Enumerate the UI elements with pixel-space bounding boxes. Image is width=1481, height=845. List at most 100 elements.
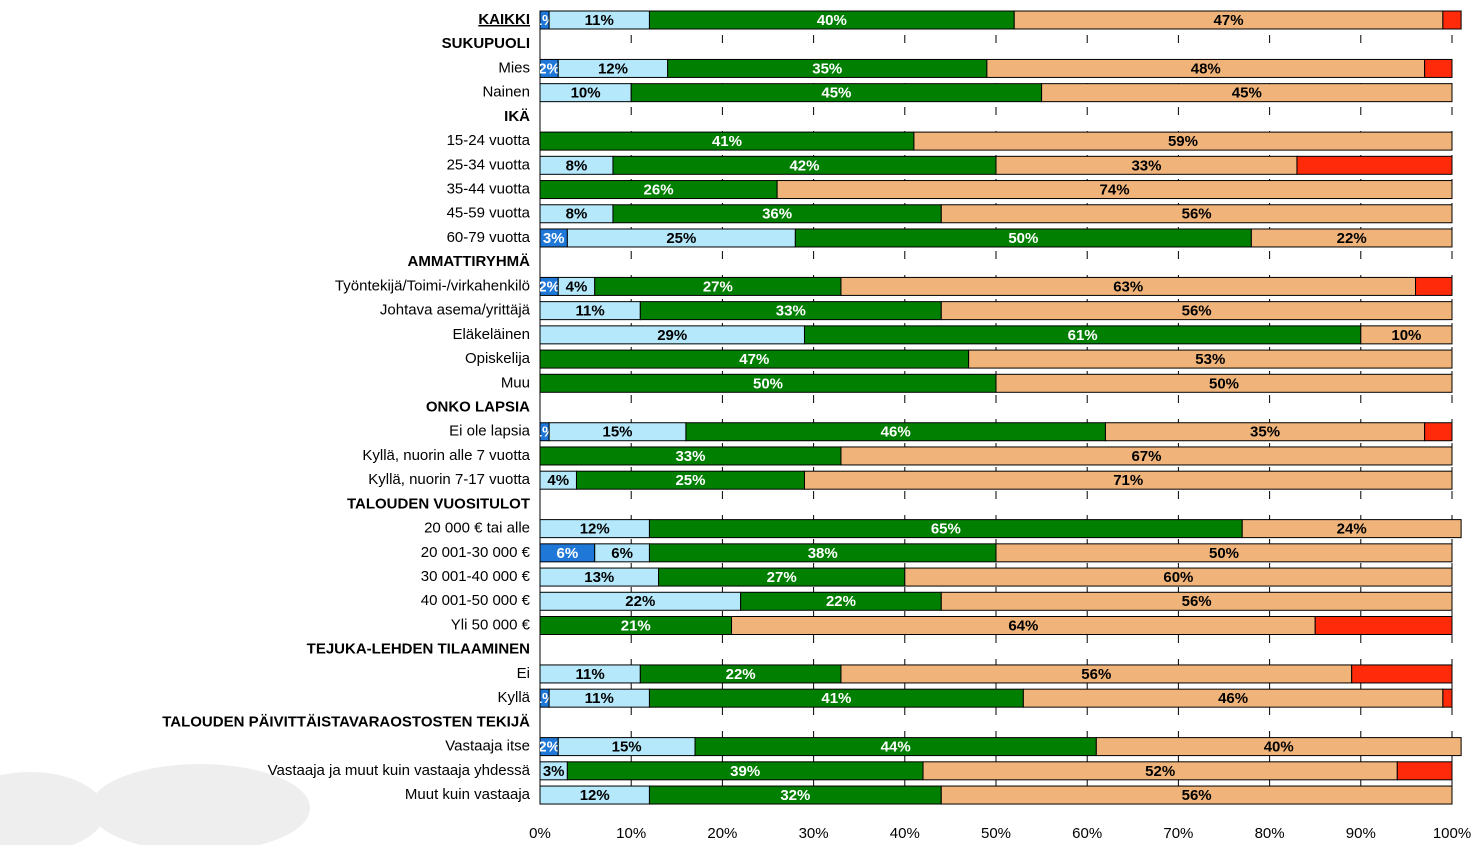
x-tick-label: 40% bbox=[890, 825, 920, 842]
value-label: 48% bbox=[1191, 60, 1221, 77]
value-label: 64% bbox=[1008, 617, 1038, 634]
value-label: 2% bbox=[538, 278, 560, 295]
value-label: 50% bbox=[1209, 375, 1239, 392]
decor bbox=[0, 772, 105, 845]
value-label: 12% bbox=[580, 521, 610, 538]
value-label: 22% bbox=[826, 593, 856, 610]
value-label: 33% bbox=[776, 303, 806, 320]
value-label: 8% bbox=[566, 157, 588, 174]
x-tick-label: 60% bbox=[1072, 825, 1102, 842]
value-label: 35% bbox=[1250, 424, 1280, 441]
bar-segment bbox=[940, 204, 1453, 224]
value-label: 56% bbox=[1182, 593, 1212, 610]
value-label: 29% bbox=[657, 327, 687, 344]
value-label: 53% bbox=[1195, 351, 1225, 368]
value-label: 56% bbox=[1182, 303, 1212, 320]
value-label: 27% bbox=[703, 278, 733, 295]
decor bbox=[90, 764, 310, 845]
x-tick-label: 100% bbox=[1433, 825, 1471, 842]
value-label: 42% bbox=[789, 157, 819, 174]
y-tick-label: Eläkeläinen bbox=[452, 326, 530, 343]
value-label: 67% bbox=[1131, 448, 1161, 465]
bar-segment bbox=[995, 543, 1453, 563]
value-label: 45% bbox=[1232, 85, 1262, 102]
value-label: 60% bbox=[1163, 569, 1193, 586]
value-label: 41% bbox=[821, 690, 851, 707]
value-label: 11% bbox=[576, 303, 605, 320]
y-tick-label: 45-59 vuotta bbox=[447, 205, 531, 222]
value-label: 47% bbox=[739, 351, 769, 368]
value-label: 13% bbox=[584, 569, 614, 586]
bar-segment bbox=[940, 591, 1453, 611]
value-label: 15% bbox=[603, 424, 633, 441]
y-tick-label: 20 001-30 000 € bbox=[421, 544, 531, 561]
value-label: 40% bbox=[817, 12, 847, 29]
value-label: 71% bbox=[1113, 472, 1143, 489]
value-label: 25% bbox=[666, 230, 696, 247]
value-label: 56% bbox=[1182, 787, 1212, 804]
y-tick-label: 15-24 vuotta bbox=[447, 132, 531, 149]
value-label: 47% bbox=[1214, 12, 1244, 29]
bar-segment bbox=[1442, 688, 1453, 708]
value-label: 1% bbox=[534, 690, 556, 707]
value-label: 38% bbox=[808, 545, 838, 562]
value-label: 35% bbox=[812, 60, 842, 77]
bar-segment bbox=[1041, 83, 1453, 103]
value-label: 39% bbox=[730, 763, 760, 780]
value-label: 22% bbox=[625, 593, 655, 610]
y-tick-label: TEJUKA-LEHDEN TILAAMINEN bbox=[307, 641, 530, 658]
value-label: 50% bbox=[1008, 230, 1038, 247]
value-label: 50% bbox=[1209, 545, 1239, 562]
y-tick-label: ONKO LAPSIA bbox=[426, 398, 530, 415]
value-label: 10% bbox=[571, 85, 601, 102]
x-tick-label: 20% bbox=[707, 825, 737, 842]
bar-segment bbox=[1095, 737, 1462, 757]
bar-segment bbox=[1396, 761, 1453, 781]
x-tick-label: 30% bbox=[799, 825, 829, 842]
value-label: 41% bbox=[712, 133, 742, 150]
value-label: 33% bbox=[675, 448, 705, 465]
bar-segment bbox=[940, 785, 1453, 805]
bar-segment bbox=[940, 301, 1453, 321]
value-label: 46% bbox=[1218, 690, 1248, 707]
value-label: 3% bbox=[543, 230, 565, 247]
y-tick-label: 25-34 vuotta bbox=[447, 156, 531, 173]
value-label: 12% bbox=[598, 60, 628, 77]
value-label: 2% bbox=[538, 739, 560, 756]
y-tick-label: 30 001-40 000 € bbox=[421, 568, 531, 585]
bar-segment bbox=[1360, 325, 1453, 345]
value-label: 11% bbox=[585, 690, 614, 707]
value-label: 3% bbox=[543, 763, 565, 780]
value-label: 2% bbox=[538, 60, 560, 77]
y-tick-label: Ei bbox=[517, 665, 530, 682]
y-tick-label: Vastaaja itse bbox=[445, 738, 530, 755]
y-tick-label: 35-44 vuotta bbox=[447, 181, 531, 198]
bar-segment bbox=[968, 349, 1453, 369]
value-label: 10% bbox=[1391, 327, 1421, 344]
bar-segment bbox=[803, 470, 1453, 490]
value-label: 6% bbox=[557, 545, 579, 562]
value-label: 22% bbox=[1337, 230, 1367, 247]
x-tick-label: 80% bbox=[1255, 825, 1285, 842]
x-tick-label: 10% bbox=[616, 825, 646, 842]
value-label: 45% bbox=[821, 85, 851, 102]
x-tick-label: 70% bbox=[1163, 825, 1193, 842]
bar-segment bbox=[1415, 276, 1453, 296]
value-label: 63% bbox=[1113, 278, 1143, 295]
value-label: 24% bbox=[1337, 521, 1367, 538]
value-label: 52% bbox=[1145, 763, 1175, 780]
value-label: 46% bbox=[881, 424, 911, 441]
x-tick-label: 90% bbox=[1346, 825, 1376, 842]
y-tick-label: Muu bbox=[501, 374, 530, 391]
bar-segment bbox=[995, 373, 1453, 393]
value-label: 26% bbox=[644, 182, 674, 199]
value-label: 32% bbox=[780, 787, 810, 804]
y-tick-label: Nainen bbox=[482, 84, 530, 101]
bar-segment bbox=[1351, 664, 1453, 684]
y-tick-label: SUKUPUOLI bbox=[442, 35, 530, 52]
y-tick-label: Ei ole lapsia bbox=[449, 423, 531, 440]
y-tick-label: Mies bbox=[498, 59, 530, 76]
value-label: 4% bbox=[547, 472, 569, 489]
value-label: 44% bbox=[881, 739, 911, 756]
